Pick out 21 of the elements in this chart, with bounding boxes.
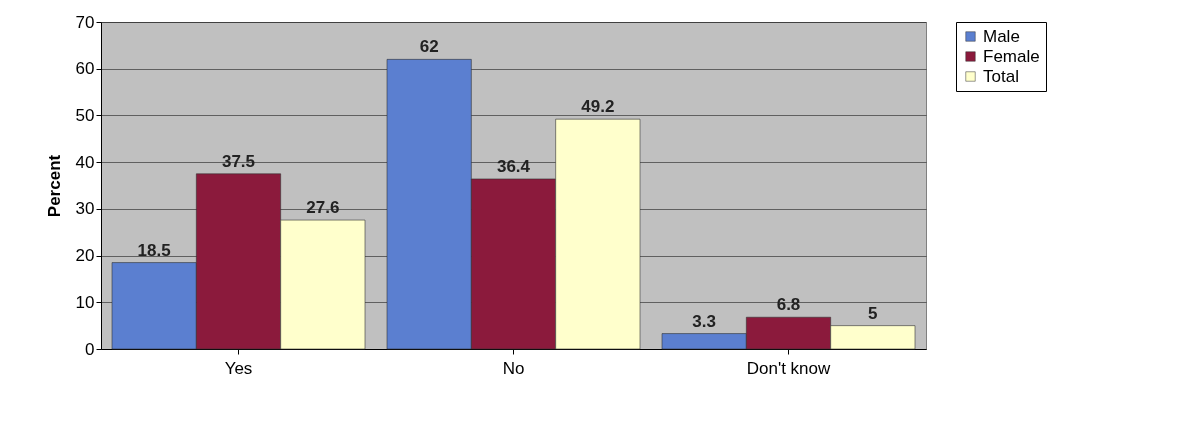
data-label: 3.3 [692,311,716,331]
y-tick-label: 30 [75,199,95,219]
legend-label: Female [983,46,1040,66]
y-tick-label: 50 [75,105,95,125]
x-tick-label: No [502,358,525,378]
data-label: 36.4 [496,156,531,176]
y-tick-label: 0 [85,339,95,359]
y-tick-label: 20 [75,246,95,266]
data-label: 18.5 [137,240,171,260]
x-tick-label: Don't know [746,358,831,378]
y-axis-title: Percent [44,154,64,218]
y-tick-label: 40 [75,152,95,172]
legend-label: Male [983,26,1020,46]
y-tick-label: 60 [75,59,95,79]
data-label: 62 [419,37,439,57]
data-label: 49.2 [581,97,615,117]
x-tick-label: Yes [224,358,253,378]
y-tick-label: 10 [75,292,95,312]
y-tick-label: 70 [75,12,95,32]
legend-label: Total [983,66,1019,86]
data-label: 5 [868,303,878,323]
